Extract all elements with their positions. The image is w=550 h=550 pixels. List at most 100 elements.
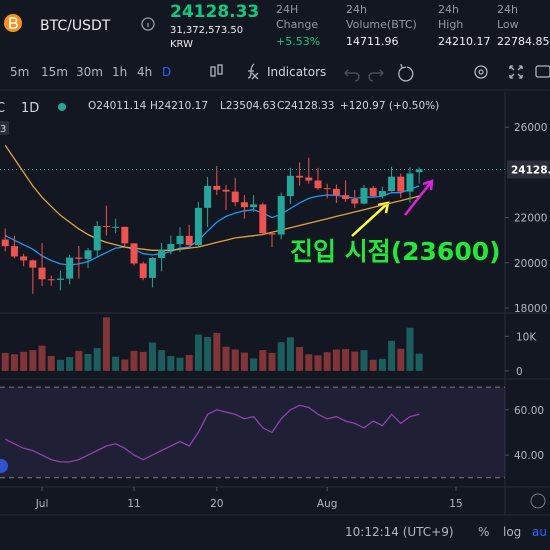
stat-label: 24h Volume(BTC) [346, 3, 417, 31]
candle-body [112, 226, 120, 228]
volume-bar [10, 354, 18, 371]
volume-bar [185, 354, 193, 371]
fx-icon[interactable] [247, 63, 259, 80]
settings-icon[interactable] [474, 65, 488, 79]
scroll-button[interactable] [530, 493, 546, 509]
volume-bar [176, 357, 184, 371]
volume-bar [38, 345, 46, 371]
info-icon[interactable] [141, 17, 155, 31]
stat-label: 24H Change [276, 3, 319, 31]
candle-body [204, 185, 212, 208]
volume-bar [1, 352, 9, 371]
auto-toggle[interactable]: au [532, 525, 547, 539]
volume-bar [139, 351, 147, 371]
volume-bar [75, 350, 83, 371]
toolbar-icons [210, 63, 550, 82]
y-tick-label: 18000 [514, 303, 547, 315]
volume-bar [296, 347, 304, 371]
candle-body [148, 258, 156, 278]
interval-button[interactable]: D [162, 65, 172, 79]
volume-tick-label: 10K [516, 331, 537, 343]
candle-body [397, 176, 405, 192]
interval-button[interactable]: 1h [112, 65, 128, 79]
candle-body [194, 207, 202, 246]
symbol-short: C [0, 101, 5, 116]
candle-style-icon[interactable] [210, 66, 216, 77]
candle-body [10, 246, 18, 257]
y-tick-label: 26000 [514, 122, 547, 134]
x-tick-label: Jul [35, 498, 49, 510]
target-arrow [404, 179, 434, 216]
camera-icon[interactable] [535, 65, 550, 78]
volume-bar [29, 350, 37, 371]
candle-body [1, 239, 9, 247]
candle-body [29, 260, 37, 268]
x-tick-label: 11 [127, 498, 140, 510]
last-price-label: 24128.33 [511, 164, 550, 176]
coin-glyph [9, 17, 18, 29]
symbol[interactable]: BTC/USDT [40, 18, 111, 34]
legend-value: +120.97 (+0.50%) [340, 100, 440, 112]
entry-arrow [351, 201, 390, 237]
indicators-button[interactable]: Indicators [267, 65, 327, 79]
volume-bar [277, 342, 285, 371]
volume-bar [332, 349, 340, 371]
candle-body [296, 175, 304, 178]
volume-bar [388, 340, 396, 371]
volume-bar [148, 342, 156, 371]
candle-body [38, 267, 46, 280]
volume-bar [204, 337, 212, 371]
reset-icon[interactable] [398, 63, 414, 82]
volume-bar [323, 352, 331, 371]
y-tick-label: 20000 [514, 258, 547, 270]
volume-bar [56, 359, 64, 371]
candle-body [388, 176, 396, 192]
candle-body [84, 250, 92, 259]
volume-bar [158, 350, 166, 371]
stat-value: 14711.96 [346, 35, 399, 48]
volume-bar [268, 352, 276, 371]
candle-body [47, 279, 55, 281]
volume-bar [20, 351, 28, 371]
x-tick-label: Aug [317, 498, 338, 510]
volume-bar [66, 357, 74, 371]
volume-bar [250, 358, 258, 371]
volume-bar [93, 348, 101, 371]
price-krw: 31,372,573.50 [170, 25, 244, 36]
fullscreen-icon[interactable] [509, 65, 523, 79]
volume-bar [369, 359, 377, 371]
stat-value: 22784.85 [497, 35, 550, 48]
volume-bar [378, 358, 386, 371]
interval-button[interactable]: 5m [10, 65, 30, 79]
candle-body [240, 202, 248, 208]
log-toggle[interactable]: log [503, 525, 521, 539]
rsi-line [4, 404, 420, 463]
volume-bar [259, 350, 267, 371]
badge [0, 121, 9, 135]
interval-button[interactable]: 15m [41, 65, 68, 79]
legend-value: C24128.33 [277, 100, 335, 112]
candle-body [351, 199, 359, 204]
candle-body [250, 204, 258, 208]
candle-body [102, 226, 110, 228]
candle-body [121, 226, 129, 244]
stat-value: +5.53% [276, 35, 321, 48]
redo-icon[interactable] [368, 69, 384, 82]
interval-button[interactable]: 30m [76, 65, 103, 79]
volume-bar [397, 348, 405, 371]
percent-toggle[interactable]: % [478, 525, 489, 539]
last-price: 24128.33 [170, 2, 260, 22]
volume-bar [406, 327, 414, 371]
x-tick-label: 20 [210, 498, 223, 510]
volume-bar [167, 356, 175, 371]
volume-bar [305, 354, 313, 371]
candle-body [66, 257, 74, 279]
interval-button[interactable]: 4h [137, 65, 153, 79]
volume-bar [194, 334, 202, 371]
cloud-icon[interactable] [0, 459, 8, 473]
candle-body [323, 188, 331, 190]
candle-body [305, 177, 313, 181]
undo-icon[interactable] [344, 69, 360, 82]
